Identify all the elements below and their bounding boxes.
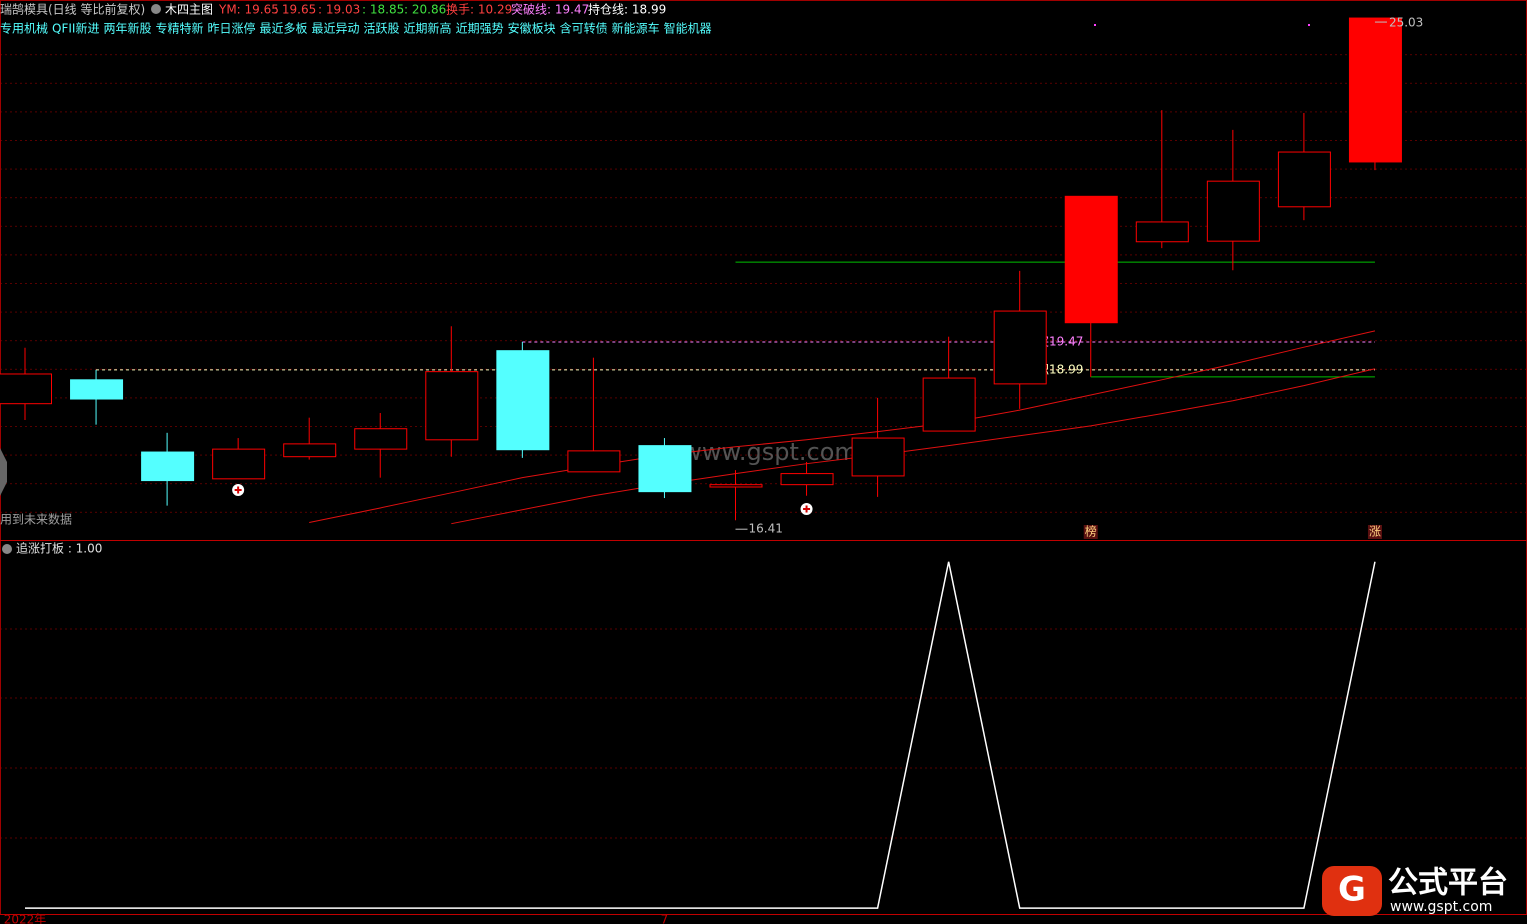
- tag[interactable]: 安徽板块: [508, 21, 556, 36]
- dot: [1308, 24, 1310, 26]
- candle-body: [638, 445, 692, 493]
- lower-title: 追涨打板 : 1.00: [16, 541, 102, 556]
- x-tick-label: 7: [661, 913, 669, 924]
- logo-mark: G: [1338, 870, 1366, 910]
- signal-box: [1083, 525, 1098, 539]
- tag[interactable]: 专精特新: [155, 21, 203, 36]
- candle-body: [1135, 221, 1189, 243]
- candle-body: [851, 437, 905, 477]
- ym: YM: 19.65: [218, 3, 279, 17]
- watermark: www.gspt.com: [682, 438, 858, 466]
- level-label: 积18.99: [1037, 362, 1083, 376]
- tag[interactable]: 昨日涨停: [207, 21, 255, 36]
- candle-body: [567, 450, 621, 473]
- ym: : 20.86: [404, 3, 446, 17]
- tag[interactable]: QFII新进: [52, 21, 99, 36]
- candle-body: [1277, 151, 1331, 208]
- candle-body: [709, 484, 763, 488]
- tag[interactable]: 最近多板: [260, 22, 308, 36]
- candle-body: [212, 448, 266, 480]
- tag[interactable]: 含可转债: [560, 21, 608, 36]
- signal: 涨: [1369, 524, 1381, 539]
- signal: 榜: [1085, 524, 1097, 539]
- signal-box: [1367, 525, 1382, 539]
- plus-icon-cross: [234, 486, 242, 494]
- signal-line: [25, 561, 1376, 909]
- logo-url: www.gspt.com: [1390, 899, 1492, 915]
- level-label: 突19.47: [1037, 333, 1083, 348]
- holding: 持仓线: 18.99: [588, 2, 666, 17]
- high-label: 25.03: [1389, 16, 1423, 30]
- candle-body: [141, 451, 195, 482]
- moving-average: [309, 330, 1376, 524]
- logo: G 公式平台 www.gspt.com: [1322, 866, 1508, 916]
- tag[interactable]: 活跃股: [364, 22, 400, 36]
- candle-body: [780, 473, 834, 486]
- candle-body: [425, 371, 479, 441]
- tag[interactable]: 近期强势: [456, 22, 504, 36]
- logo-name: 公式平台: [1388, 866, 1508, 901]
- candle-body: [922, 377, 976, 432]
- ym: : 19.65: [274, 3, 316, 17]
- candle-body: [70, 379, 124, 400]
- tag[interactable]: 两年新股: [103, 21, 151, 36]
- x-tick-label: 2022年: [4, 913, 47, 924]
- low-label: 16.41: [749, 522, 783, 536]
- candle-body: [1348, 17, 1402, 163]
- candle-body: [283, 443, 337, 458]
- lower-grid: [0, 628, 1527, 839]
- warning: 用到未来数据: [0, 512, 72, 527]
- side-handle[interactable]: [0, 448, 7, 496]
- breakout: 突破线: 19.47: [511, 2, 589, 17]
- plus-icon-cross: [803, 505, 811, 513]
- candle-body: [1064, 195, 1118, 324]
- tag[interactable]: 智能机器: [664, 21, 712, 36]
- candle-body: [354, 428, 408, 450]
- moving-average: [451, 368, 1376, 525]
- candle-body: [993, 310, 1047, 385]
- ym: : 19.03: [318, 3, 360, 17]
- candle-body: [0, 373, 52, 405]
- tag[interactable]: 新能源车: [612, 21, 660, 36]
- indicator-name[interactable]: 木四主图: [165, 3, 213, 17]
- turnover: 换手: 10.29: [446, 3, 512, 17]
- indicator-icon[interactable]: [151, 4, 161, 14]
- candle-body: [496, 350, 550, 451]
- indicator-icon[interactable]: [2, 544, 12, 554]
- tag-bar: 专用机械 QFII新进 两年新股 专精特新 昨日涨停 最近多板 最近异动 活跃股 近期新高 近期强…: [0, 21, 712, 36]
- dot: [1094, 24, 1096, 26]
- tag[interactable]: 近期新高: [404, 21, 452, 36]
- tag[interactable]: 专用机械: [0, 21, 48, 36]
- tag[interactable]: 最近异动: [312, 22, 360, 36]
- ym: : 18.85: [362, 3, 404, 17]
- stock-title[interactable]: 瑞鹄模具(日线 等比前复权): [0, 2, 145, 17]
- candle-body: [1206, 180, 1260, 242]
